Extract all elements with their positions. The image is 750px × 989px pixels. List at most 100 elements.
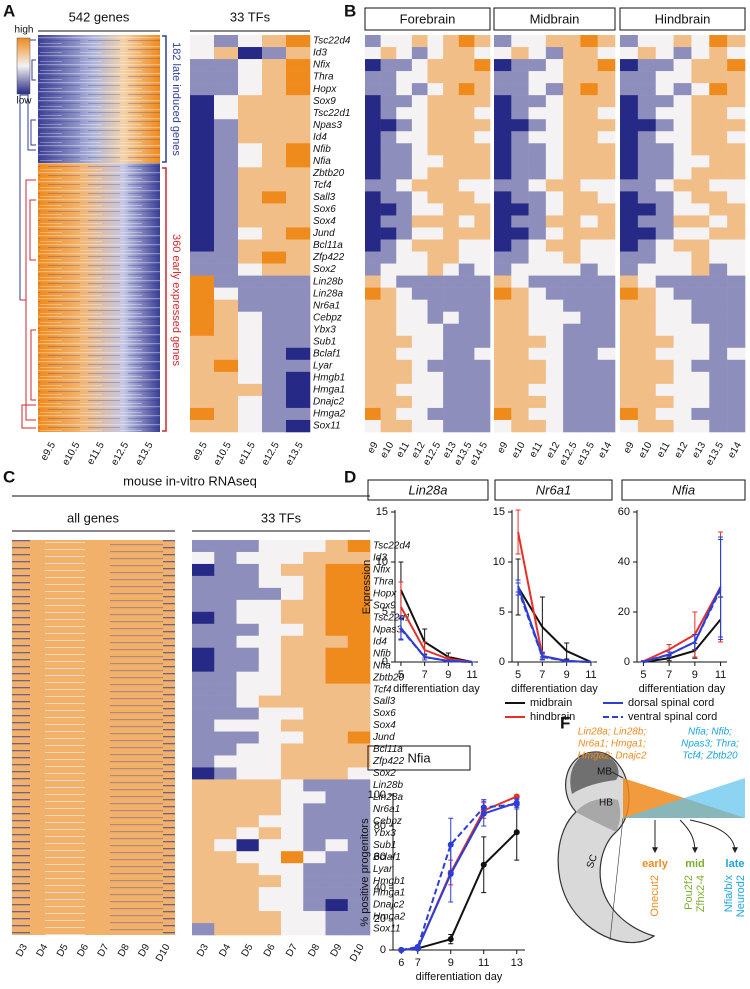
heatmap-cell [380, 347, 397, 361]
heatmap-cell [563, 347, 581, 361]
heatmap-cell [214, 239, 239, 252]
heatmap-cell [396, 191, 413, 204]
heatmap-cell [214, 143, 239, 156]
heatmap-cell [303, 695, 326, 708]
cluster-bracket [162, 35, 167, 163]
heatmap-cell [727, 359, 746, 373]
heatmap-cell [443, 407, 460, 421]
heatmap-cell [190, 143, 215, 156]
heatmap-cell [258, 779, 282, 792]
row-label: Sox11 [313, 421, 341, 432]
column-label: e10 [378, 440, 396, 460]
heatmap-cell [474, 47, 491, 60]
heatmap-cell [443, 251, 460, 264]
column-label: D3 [195, 942, 211, 959]
column-label: e10.5 [60, 440, 82, 468]
heatmap-cell [474, 407, 491, 421]
heatmap-cell [597, 155, 616, 168]
heatmap-cell [262, 119, 287, 132]
heatmap-cell [673, 263, 692, 276]
heatmap-cell [494, 275, 512, 288]
heatmap-cell [236, 659, 260, 672]
heatmap-cell [691, 275, 710, 288]
region-label: HB [599, 798, 613, 809]
x-axis-label: differentiation day [416, 971, 503, 983]
heatmap-cell [458, 167, 475, 180]
heatmap-cell [673, 383, 692, 397]
legend-label: dorsal spinal cord [628, 697, 714, 709]
heatmap-cell [214, 575, 237, 589]
heatmap-cell [303, 743, 326, 756]
heatmap-cell [727, 263, 746, 276]
heatmap-cell [347, 671, 371, 684]
heatmap-cell [474, 323, 491, 337]
column-label: D4 [217, 942, 233, 959]
column-label: D7 [284, 942, 300, 959]
heatmap-cell [214, 107, 239, 120]
column-label: e13.5 [284, 440, 306, 468]
heatmap-cell [727, 83, 746, 96]
heatmap-cell [443, 311, 460, 325]
heatmap-cell [286, 251, 311, 264]
row-label: Hmgb1 [373, 876, 405, 887]
heatmap-cell [620, 383, 639, 397]
heatmap-cell [511, 407, 529, 421]
heatmap-cell [474, 419, 491, 433]
heatmap-cell [474, 395, 491, 409]
heatmap-cell [262, 155, 287, 168]
heatmap-cell [262, 179, 287, 192]
heatmap-cell [528, 83, 547, 96]
heatmap-cell [365, 59, 381, 72]
series-line [643, 586, 722, 663]
heatmap-cell [563, 203, 581, 216]
heatmap-cell [325, 707, 349, 720]
x-tick-label: 9 [448, 957, 454, 969]
heatmap-cell [545, 251, 564, 264]
heatmap-cell [236, 851, 260, 864]
heatmap-cell [427, 107, 444, 120]
heatmap-cell [580, 335, 599, 349]
heatmap-cell [673, 191, 692, 204]
heatmap-cell [494, 95, 512, 108]
heatmap-cell [655, 371, 674, 385]
heatmap-cell [236, 767, 260, 780]
heatmap-cell [427, 263, 444, 276]
heatmap-cell [709, 119, 728, 132]
heatmap-cell [494, 251, 512, 264]
heatmap-cell [262, 395, 287, 409]
heatmap-cell [427, 191, 444, 204]
heatmap-cell [655, 359, 674, 373]
heatmap-cell [238, 335, 263, 349]
heatmap-cell [347, 683, 371, 696]
heatmap-cell [238, 59, 263, 72]
heatmap-cell [727, 275, 746, 288]
row-label: Sall3 [373, 696, 396, 707]
heatmap-cell [727, 407, 746, 421]
heatmap-cell [458, 179, 475, 192]
heatmap-cell [214, 35, 239, 48]
heatmap-cell [325, 540, 349, 553]
heatmap-cell [236, 671, 260, 684]
heatmap-cell [396, 83, 413, 96]
x-tick-label: 9 [692, 669, 698, 681]
row-label: Id4 [373, 636, 387, 647]
heatmap-cell [443, 347, 460, 361]
heatmap-header: 33 TFs [230, 9, 271, 24]
heatmap-cell [620, 83, 639, 96]
heatmap-cell [511, 83, 529, 96]
heatmap-cell [286, 47, 311, 60]
row-label: Cebpz [313, 312, 342, 323]
heatmap-cell [303, 599, 326, 613]
heatmap-cell [709, 167, 728, 180]
heatmap-cell [303, 767, 326, 780]
heatmap-cell [727, 179, 746, 192]
heatmap-cell [286, 131, 311, 144]
heatmap-cell [673, 299, 692, 312]
heatmap-cell [673, 359, 692, 373]
heatmap-cell [727, 167, 746, 180]
heatmap-cell [303, 887, 326, 900]
heatmap-cell [190, 311, 215, 325]
row-label: Hmga1 [313, 385, 345, 396]
heatmap-cell [258, 647, 282, 660]
heatmap-cell [427, 419, 444, 433]
